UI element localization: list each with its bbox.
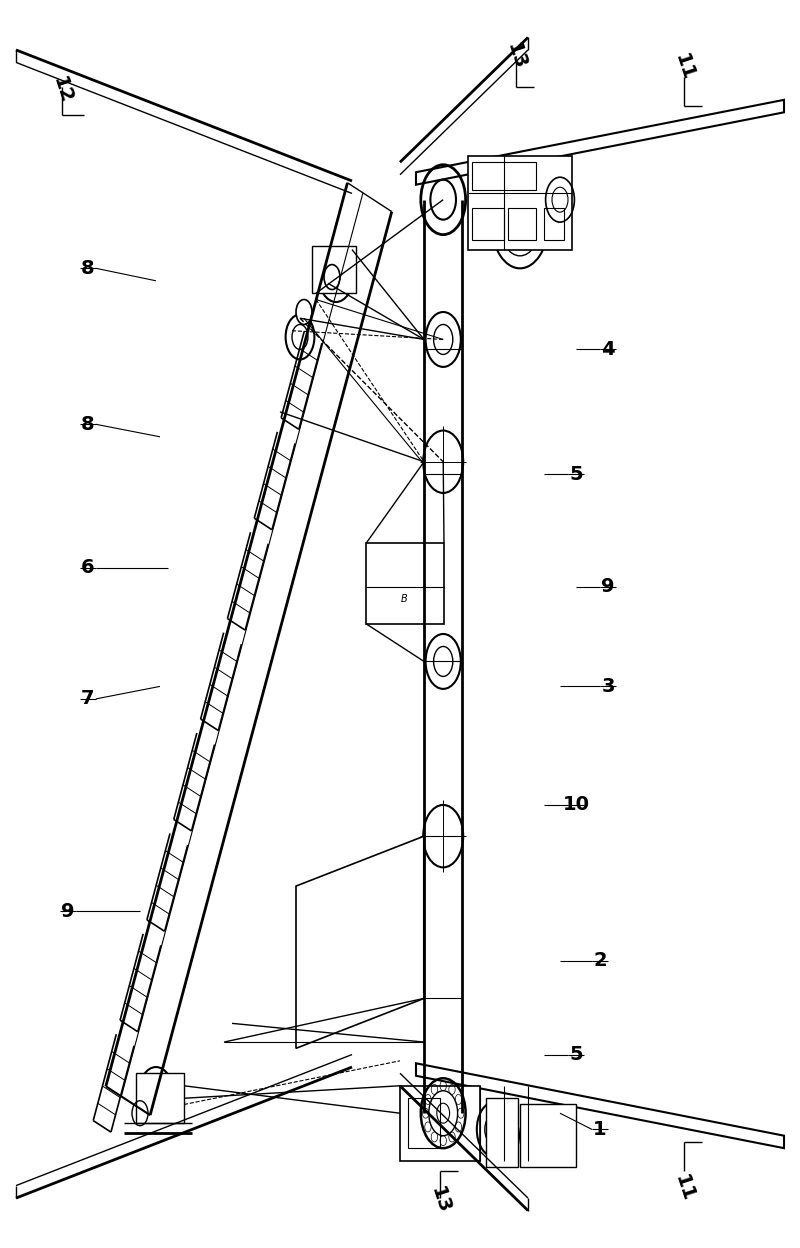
Text: 2: 2 (593, 951, 607, 971)
Bar (400, 1086, 480, 1161)
Text: 13: 13 (426, 1184, 454, 1217)
Bar (486, 1098, 518, 1167)
Polygon shape (416, 1063, 784, 1148)
Bar (508, 208, 536, 240)
Text: 5: 5 (569, 464, 583, 484)
Text: 9: 9 (602, 577, 614, 597)
Text: 5: 5 (569, 1045, 583, 1065)
Polygon shape (416, 100, 784, 185)
Bar (544, 208, 564, 240)
Polygon shape (296, 836, 424, 1048)
Text: 1: 1 (593, 1119, 607, 1139)
Bar (472, 208, 504, 240)
Text: 11: 11 (670, 1172, 698, 1204)
Text: 13: 13 (502, 40, 530, 72)
Text: 10: 10 (562, 795, 590, 815)
Text: B: B (401, 594, 407, 604)
Text: 12: 12 (49, 74, 76, 106)
Text: 8: 8 (81, 414, 95, 434)
Text: 6: 6 (81, 558, 95, 578)
Bar (472, 162, 536, 190)
Text: 3: 3 (602, 676, 614, 696)
Bar (408, 1098, 440, 1148)
Text: 7: 7 (82, 689, 94, 709)
Text: 8: 8 (81, 258, 95, 278)
Text: 11: 11 (670, 51, 698, 84)
Circle shape (296, 300, 312, 324)
Polygon shape (366, 543, 444, 624)
Bar (520, 1104, 576, 1167)
Bar (136, 1073, 184, 1123)
Text: 9: 9 (62, 901, 74, 921)
Text: 4: 4 (601, 339, 615, 359)
Circle shape (324, 265, 340, 290)
Bar (468, 156, 572, 250)
Bar (312, 246, 356, 293)
